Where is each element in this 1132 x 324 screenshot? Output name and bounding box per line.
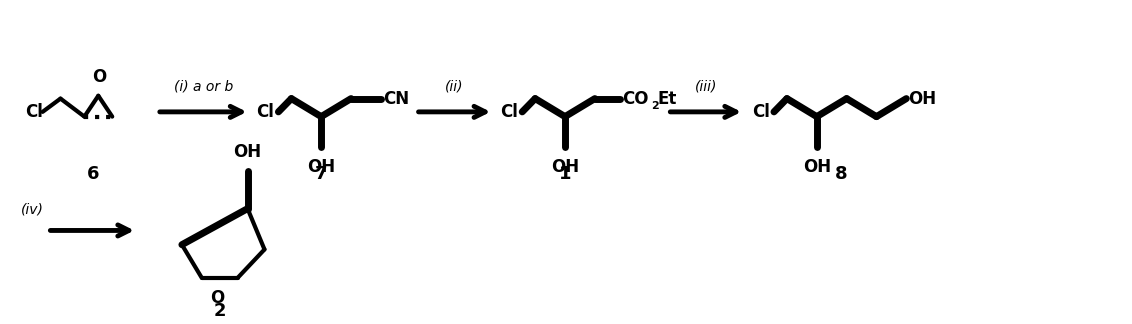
Text: 2: 2 <box>214 302 226 319</box>
Text: CO: CO <box>621 90 649 108</box>
Text: OH: OH <box>233 143 261 161</box>
Text: (iv): (iv) <box>22 202 44 216</box>
Text: Cl: Cl <box>500 103 518 121</box>
Text: Cl: Cl <box>752 103 770 121</box>
Text: 6: 6 <box>87 165 100 182</box>
Text: 2: 2 <box>652 101 659 111</box>
Text: (ii): (ii) <box>445 79 464 93</box>
Text: Et: Et <box>658 90 677 108</box>
Text: OH: OH <box>908 90 936 108</box>
Text: O: O <box>92 68 106 86</box>
Text: 8: 8 <box>835 165 848 182</box>
Text: CN: CN <box>383 90 409 108</box>
Text: 7: 7 <box>315 165 327 182</box>
Text: (i) a or b: (i) a or b <box>173 79 233 93</box>
Text: O: O <box>211 289 225 307</box>
Text: Cl: Cl <box>25 103 43 121</box>
Text: 1: 1 <box>559 165 572 182</box>
Text: (iii): (iii) <box>695 79 717 93</box>
Text: OH: OH <box>307 158 335 176</box>
Text: OH: OH <box>803 158 831 176</box>
Text: OH: OH <box>551 158 580 176</box>
Text: Cl: Cl <box>257 103 274 121</box>
